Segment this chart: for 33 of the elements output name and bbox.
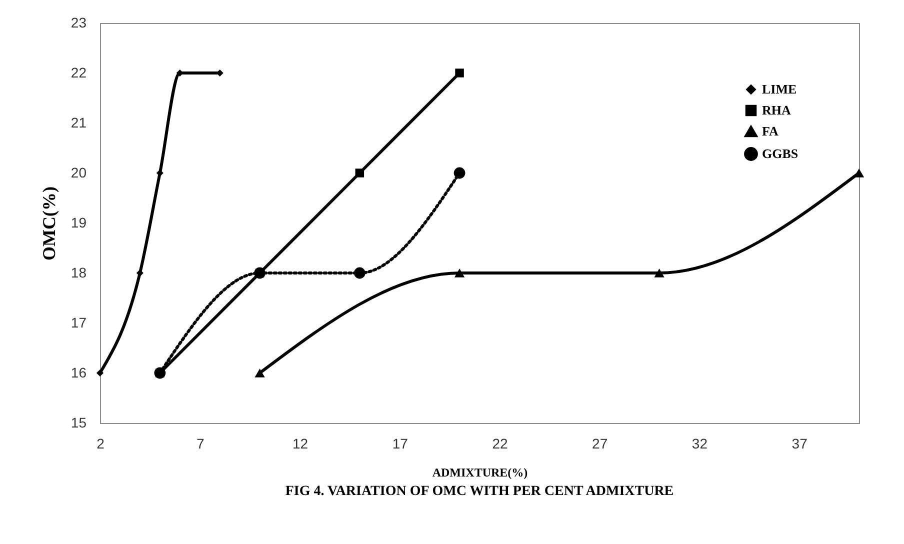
point [254,368,265,378]
y-tick-label: 17 [70,314,87,330]
y-tick-label: 20 [70,164,87,180]
legend-label: FA [762,124,779,138]
x-tick-label: 7 [196,436,204,452]
x-tick-label: 12 [292,436,308,452]
y-tick-label: 15 [70,414,87,430]
x-axis-title: ADMIXTURE(%) [432,466,528,480]
x-tick-label: 17 [392,436,408,452]
legend-label: RHA [762,102,792,118]
y-tick-label: 18 [70,264,87,280]
x-tick-label: 22 [492,436,508,452]
point [455,68,464,78]
text: FIG 4. VARIATION OF OMC WITH PER CENT ADMIXTURE [285,484,674,499]
y-axis-title: OMC(%) [38,186,59,260]
point [136,269,144,277]
point [654,268,664,278]
y-tick-label: 16 [70,364,87,380]
x-tick-label: 2 [96,436,105,452]
y-tick-label: 23 [70,14,87,30]
x-tick-label: 32 [692,436,708,452]
point [96,369,104,377]
x-tick-label: 37 [792,436,808,452]
y-tick-label: 22 [70,64,87,80]
legend-label: LIME [762,82,797,96]
point [355,168,364,178]
point [454,167,466,179]
point [454,268,465,278]
y-tick-label: 19 [70,214,87,230]
legend-label: GGBS [762,146,798,161]
point [354,267,366,279]
y-tick-label: 21 [70,114,87,130]
x-tick-label: 27 [592,436,608,452]
